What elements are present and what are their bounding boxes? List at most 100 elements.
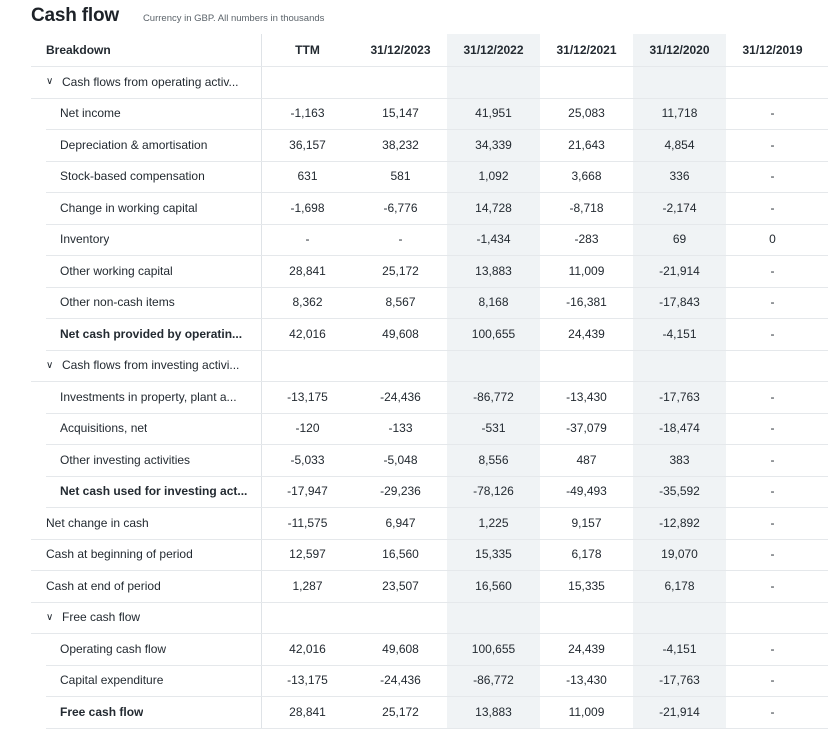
- column-header-ttm: TTM: [295, 43, 320, 57]
- table-row: Inventory - - -1,434 -283 69 0: [31, 224, 828, 255]
- cell-value: 8,556: [478, 452, 509, 467]
- cell-value: -24,436: [380, 389, 421, 404]
- cell-value: -17,763: [659, 389, 700, 404]
- cell-value: 12,597: [289, 547, 326, 561]
- ttm-column-divider: [261, 34, 262, 728]
- cell-value: 631: [297, 169, 318, 183]
- cell-value: -531: [481, 421, 506, 435]
- row-label-text: Capital expenditure: [60, 673, 164, 687]
- row-label-text: Change in working capital: [60, 200, 198, 215]
- chevron-down-icon[interactable]: ∨: [46, 76, 54, 87]
- cell-value: -5,033: [290, 452, 325, 467]
- cell-value: 336: [669, 169, 690, 183]
- cell-value: 383: [669, 452, 690, 467]
- cell-value: 581: [390, 169, 411, 183]
- cell-value: 6,178: [571, 547, 602, 561]
- cell-value: -: [770, 106, 775, 120]
- table-row: Net change in cash -11,575 6,947 1,225 9,157…: [31, 507, 828, 538]
- cell-value: -8,718: [569, 200, 604, 215]
- cell-value: 38,232: [382, 137, 419, 152]
- cell-value: -11,575: [287, 515, 328, 530]
- cell-value: -: [398, 232, 403, 246]
- table-row: Acquisitions, net -120 -133 -531 -37,079 -18,…: [31, 413, 828, 444]
- cell-value: 25,083: [568, 106, 605, 120]
- table-row: Net cash provided by operatin... 42,016 49…: [31, 318, 828, 349]
- cell-value: [354, 350, 447, 381]
- cell-value: [726, 602, 819, 633]
- column-header-period: 31/12/2021: [556, 43, 617, 57]
- cell-value: [447, 66, 540, 97]
- row-label: Free cash flow: [31, 696, 290, 727]
- row-divider: [46, 286, 828, 288]
- row-label[interactable]: ∨ Cash flows from investing activi...: [31, 350, 276, 381]
- column-header-period: 31/12/2023: [370, 43, 431, 57]
- row-divider: [46, 318, 828, 319]
- row-label: Inventory: [31, 224, 290, 255]
- breakdown-header: Breakdown: [46, 43, 111, 57]
- cell-value: -78,126: [473, 484, 514, 498]
- cell-value: [261, 602, 354, 633]
- row-label-text: Net income: [60, 106, 121, 120]
- cell-value: -1,163: [290, 106, 325, 120]
- cell-value: 19,070: [661, 547, 698, 561]
- cell-value: 49,608: [382, 641, 419, 656]
- row-label: Net cash used for investing act...: [31, 476, 290, 507]
- row-divider: [31, 633, 828, 634]
- table-row: Net cash used for investing act... -17,94…: [31, 476, 828, 507]
- cell-value: 16,560: [475, 578, 512, 593]
- table-row: Depreciation & amortisation 36,157 38,232 3…: [31, 129, 828, 160]
- cell-value: -86,772: [473, 389, 514, 404]
- cell-value: 11,718: [661, 106, 698, 120]
- cell-value: 100,655: [471, 326, 516, 341]
- chevron-down-icon[interactable]: ∨: [46, 611, 54, 623]
- cell-value: 6,947: [385, 515, 416, 530]
- cell-value: -: [770, 137, 775, 152]
- cell-value: -: [770, 452, 775, 467]
- table-section-row[interactable]: ∨ Cash flows from investing activi...: [31, 350, 828, 381]
- cell-value: -24,436: [380, 673, 421, 687]
- column-header-period: 31/12/2020: [649, 43, 710, 57]
- chevron-down-icon[interactable]: ∨: [46, 359, 54, 371]
- row-label-text: Free cash flow: [62, 610, 141, 624]
- row-divider: [31, 601, 828, 603]
- cell-value: 14,728: [475, 200, 512, 215]
- cell-value: [447, 350, 540, 381]
- row-label[interactable]: ∨ Free cash flow: [31, 602, 276, 633]
- cell-value: -: [770, 200, 775, 215]
- cell-value: [633, 602, 726, 633]
- row-label: Stock-based compensation: [31, 161, 290, 192]
- table-section-row[interactable]: ∨ Free cash flow: [31, 602, 828, 633]
- cell-value: 0: [769, 232, 776, 246]
- table-section-row[interactable]: ∨ Cash flows from operating activ...: [31, 66, 828, 97]
- cell-value: 15,335: [568, 578, 605, 593]
- cell-value: -86,772: [473, 673, 514, 687]
- row-divider: [31, 570, 828, 571]
- cell-value: [633, 66, 726, 97]
- cell-value: 9,157: [571, 515, 602, 530]
- cell-value: 23,507: [382, 578, 419, 593]
- cell-value: 25,172: [382, 704, 419, 719]
- cell-value: -17,763: [659, 673, 700, 687]
- cell-value: -17,843: [659, 295, 700, 309]
- row-label[interactable]: ∨ Cash flows from operating activ...: [31, 66, 276, 97]
- table-row: Change in working capital -1,698 -6,776 14,…: [31, 192, 828, 223]
- cell-value: 487: [576, 452, 597, 467]
- cell-value: -: [770, 578, 775, 593]
- cell-value: -283: [574, 232, 599, 246]
- cell-value: -12,892: [659, 515, 700, 530]
- row-label-text: Stock-based compensation: [60, 169, 205, 183]
- table-row: Free cash flow 28,841 25,172 13,883 11,009 -2…: [31, 696, 828, 727]
- cell-value: 13,883: [475, 263, 512, 278]
- cell-value: -: [770, 421, 775, 435]
- cell-value: -13,175: [287, 673, 328, 687]
- cell-value: -16,381: [566, 295, 607, 309]
- row-label-text: Inventory: [60, 232, 110, 246]
- row-label-text: Other working capital: [60, 263, 173, 278]
- row-divider: [46, 349, 828, 351]
- cell-value: -1,698: [290, 200, 325, 215]
- row-label: Other non-cash items: [31, 287, 290, 318]
- cell-value: -5,048: [383, 452, 418, 467]
- row-label-text: Other non-cash items: [60, 295, 175, 309]
- cell-value: -21,914: [659, 263, 700, 278]
- cell-value: -: [770, 515, 775, 530]
